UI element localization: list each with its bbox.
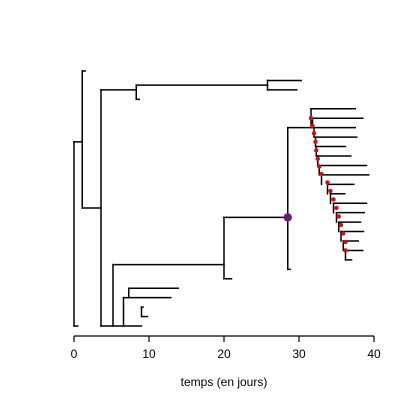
red-marker: [343, 248, 348, 253]
red-marker: [343, 239, 348, 245]
red-marker: [338, 222, 344, 228]
x-tick-label: 10: [142, 347, 156, 361]
x-axis-ticks: 0 10 20 30 40: [71, 336, 381, 361]
red-marker: [334, 205, 339, 211]
red-marker: [310, 123, 315, 128]
red-marker: [325, 180, 330, 185]
highlighted-node: [283, 213, 292, 222]
x-tick-label: 0: [71, 347, 78, 361]
red-marker: [315, 156, 320, 162]
red-marker: [314, 148, 319, 153]
red-marker: [341, 231, 346, 236]
highlight-node-layer: [283, 213, 292, 222]
red-marker: [308, 116, 314, 121]
red-marker: [328, 188, 333, 194]
red-marker: [319, 171, 324, 177]
x-axis: 0 10 20 30 40: [71, 335, 381, 361]
red-marker: [311, 131, 317, 136]
x-axis-label: temps (en jours): [181, 375, 268, 389]
x-tick-label: 40: [367, 347, 381, 361]
red-markers: [308, 116, 348, 253]
x-tick-label: 20: [217, 347, 231, 361]
red-marker: [313, 139, 318, 145]
red-marker: [336, 214, 341, 219]
tree-branches: [73, 70, 370, 327]
x-tick-label: 30: [292, 347, 306, 361]
red-marker: [331, 197, 336, 202]
red-marker: [317, 164, 322, 169]
